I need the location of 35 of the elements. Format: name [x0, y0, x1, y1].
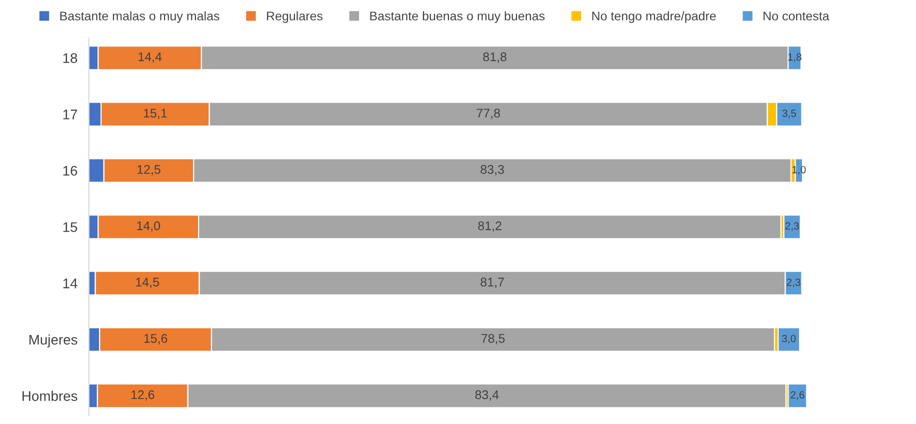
- y-tick-label: 17: [63, 110, 78, 120]
- y-tick-label: 16: [63, 166, 78, 176]
- data-label: 83,4: [475, 390, 499, 401]
- data-label: 1,0: [792, 166, 806, 175]
- data-label: 78,5: [481, 334, 505, 344]
- legend-label: Regulares: [267, 11, 323, 23]
- bar: [778, 327, 800, 352]
- bar: [788, 383, 806, 408]
- y-tick-label: Hombres: [22, 390, 78, 401]
- y-tick-label: 18: [63, 53, 78, 64]
- data-label: 2,3: [785, 222, 799, 231]
- data-label: 3,5: [782, 110, 796, 118]
- data-label: 81,8: [483, 52, 506, 63]
- legend-label: No contesta: [764, 12, 830, 20]
- data-label: 15,1: [144, 108, 167, 120]
- data-label: 81,7: [480, 278, 504, 288]
- data-label: 77,8: [476, 108, 500, 120]
- y-tick-label: Mujeres: [29, 334, 78, 348]
- data-label: 81,2: [478, 221, 502, 232]
- legend-label: Bastante buenas o muy buenas: [370, 11, 545, 23]
- legend-label: Bastante malas o muy malas: [60, 11, 220, 23]
- y-tick-label: 14: [63, 278, 78, 288]
- data-label: 12,5: [138, 165, 160, 176]
- data-label: 2,3: [786, 278, 800, 288]
- data-label: 15,6: [144, 334, 168, 344]
- data-label: 2,6: [790, 391, 804, 400]
- data-label: 3,0: [782, 334, 796, 344]
- y-tick-label: 15: [63, 222, 78, 232]
- legend-label: No tengo madre/padre: [592, 11, 716, 23]
- data-label: 14,5: [136, 278, 159, 288]
- data-label: 83,3: [480, 165, 504, 176]
- data-label: 12,6: [131, 390, 154, 401]
- data-label: 14,0: [137, 221, 160, 232]
- bar: [783, 214, 801, 240]
- data-label: 14,4: [138, 52, 162, 63]
